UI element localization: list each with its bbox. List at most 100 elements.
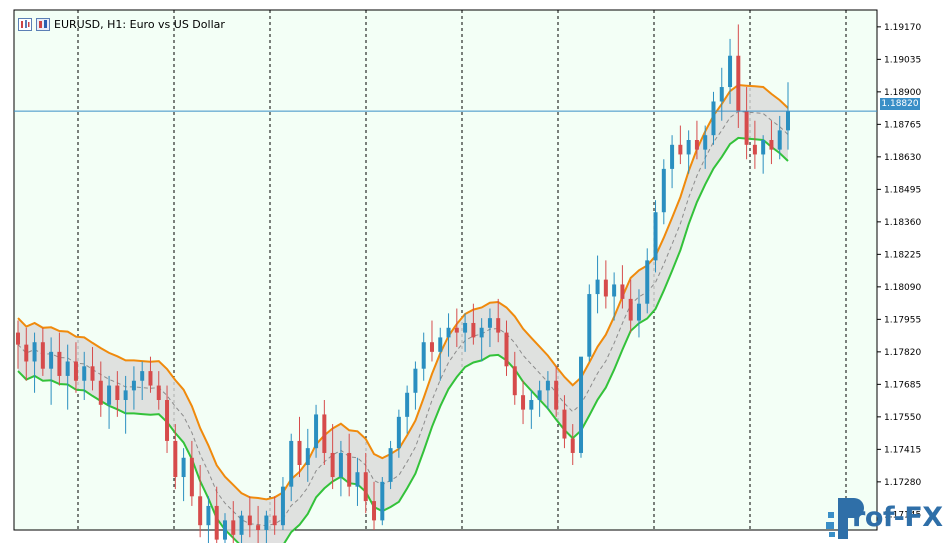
candle-body[interactable] xyxy=(620,284,625,299)
candle-body[interactable] xyxy=(140,371,145,381)
candle-body[interactable] xyxy=(65,361,70,376)
candle-body[interactable] xyxy=(661,168,666,213)
candle-body[interactable] xyxy=(736,55,741,112)
price-tick-label: 1.18225 xyxy=(884,250,921,260)
candle-body[interactable] xyxy=(247,515,252,526)
candle-body[interactable] xyxy=(595,279,600,295)
chart-candles-icon[interactable] xyxy=(36,17,50,31)
candle-body[interactable] xyxy=(562,409,567,439)
candle-body[interactable] xyxy=(82,366,87,381)
candle-body[interactable] xyxy=(429,342,434,352)
candle-body[interactable] xyxy=(338,452,343,478)
candle-body[interactable] xyxy=(73,361,78,381)
candle-body[interactable] xyxy=(156,385,161,400)
candle-body[interactable] xyxy=(587,294,592,357)
candle-body[interactable] xyxy=(645,260,650,304)
candle-body[interactable] xyxy=(405,392,410,417)
candle-body[interactable] xyxy=(256,525,261,530)
candle-body[interactable] xyxy=(396,416,401,449)
candle-body[interactable] xyxy=(165,400,170,441)
candle-body[interactable] xyxy=(198,496,203,526)
candle-body[interactable] xyxy=(173,440,178,478)
candle-body[interactable] xyxy=(264,515,269,530)
candle-body[interactable] xyxy=(272,515,277,526)
candle-body[interactable] xyxy=(115,385,120,400)
candle-body[interactable] xyxy=(545,380,550,391)
candle-body[interactable] xyxy=(57,351,62,376)
candle-body[interactable] xyxy=(570,438,575,453)
candle-body[interactable] xyxy=(603,279,608,297)
candle-body[interactable] xyxy=(40,342,45,369)
candle-body[interactable] xyxy=(463,322,468,333)
candle-body[interactable] xyxy=(521,395,526,410)
candle-body[interactable] xyxy=(24,344,29,362)
chart-bars-icon[interactable] xyxy=(18,17,32,31)
candle-body[interactable] xyxy=(322,414,327,453)
candle-body[interactable] xyxy=(206,505,211,526)
candle-body[interactable] xyxy=(504,332,509,367)
candle-body[interactable] xyxy=(49,351,54,369)
candle-body[interactable] xyxy=(189,457,194,497)
candle-body[interactable] xyxy=(90,366,95,381)
candle-body[interactable] xyxy=(744,111,749,145)
candle-body[interactable] xyxy=(728,55,733,88)
candle-body[interactable] xyxy=(612,284,617,297)
candle-body[interactable] xyxy=(231,520,236,535)
candle-body[interactable] xyxy=(479,327,484,338)
candle-body[interactable] xyxy=(487,318,492,328)
candle-body[interactable] xyxy=(752,144,757,155)
candle-body[interactable] xyxy=(761,140,766,155)
candle-body[interactable] xyxy=(529,400,534,410)
candle-body[interactable] xyxy=(438,337,443,352)
candle-body[interactable] xyxy=(123,390,128,400)
candle-body[interactable] xyxy=(148,371,153,386)
candle-body[interactable] xyxy=(32,342,37,362)
candle-body[interactable] xyxy=(537,390,542,400)
candle-body[interactable] xyxy=(786,111,790,131)
candle-body[interactable] xyxy=(628,298,633,321)
candle-body[interactable] xyxy=(380,481,385,521)
candle-body[interactable] xyxy=(16,332,20,345)
candle-body[interactable] xyxy=(719,87,724,102)
candle-body[interactable] xyxy=(372,501,377,521)
candle-body[interactable] xyxy=(454,327,459,333)
candle-body[interactable] xyxy=(131,380,136,391)
prof-fx-logo: rof-FX xyxy=(826,496,944,543)
candle-body[interactable] xyxy=(239,515,244,535)
candle-body[interactable] xyxy=(694,140,699,150)
candle-body[interactable] xyxy=(413,368,418,393)
candle-body[interactable] xyxy=(653,212,658,261)
candle-body[interactable] xyxy=(297,440,302,465)
candle-body[interactable] xyxy=(496,318,501,333)
candle-body[interactable] xyxy=(421,342,426,369)
candle-body[interactable] xyxy=(703,135,708,150)
candle-body[interactable] xyxy=(769,140,774,150)
candle-body[interactable] xyxy=(107,385,112,405)
candle-body[interactable] xyxy=(280,486,285,526)
candle-body[interactable] xyxy=(363,472,368,502)
candle-body[interactable] xyxy=(181,457,186,478)
candle-body[interactable] xyxy=(686,140,691,155)
candle-body[interactable] xyxy=(305,448,310,465)
candle-body[interactable] xyxy=(636,303,641,321)
candle-body[interactable] xyxy=(214,505,219,540)
candle-body[interactable] xyxy=(678,144,683,155)
candle-body[interactable] xyxy=(579,356,584,453)
candle-body[interactable] xyxy=(98,380,103,405)
candle-body[interactable] xyxy=(554,380,559,410)
candle-body[interactable] xyxy=(347,452,352,487)
candle-body[interactable] xyxy=(222,520,227,540)
candle-body[interactable] xyxy=(330,452,335,478)
candle-body[interactable] xyxy=(777,130,782,150)
candle-body[interactable] xyxy=(670,144,675,169)
candle-body[interactable] xyxy=(388,448,393,482)
candle-body[interactable] xyxy=(355,472,360,487)
candle-body[interactable] xyxy=(711,101,716,136)
candle-body[interactable] xyxy=(314,414,319,449)
candle-body[interactable] xyxy=(289,440,294,487)
candle-body[interactable] xyxy=(512,366,517,396)
candle-body[interactable] xyxy=(471,322,476,338)
candle-body[interactable] xyxy=(446,327,451,338)
